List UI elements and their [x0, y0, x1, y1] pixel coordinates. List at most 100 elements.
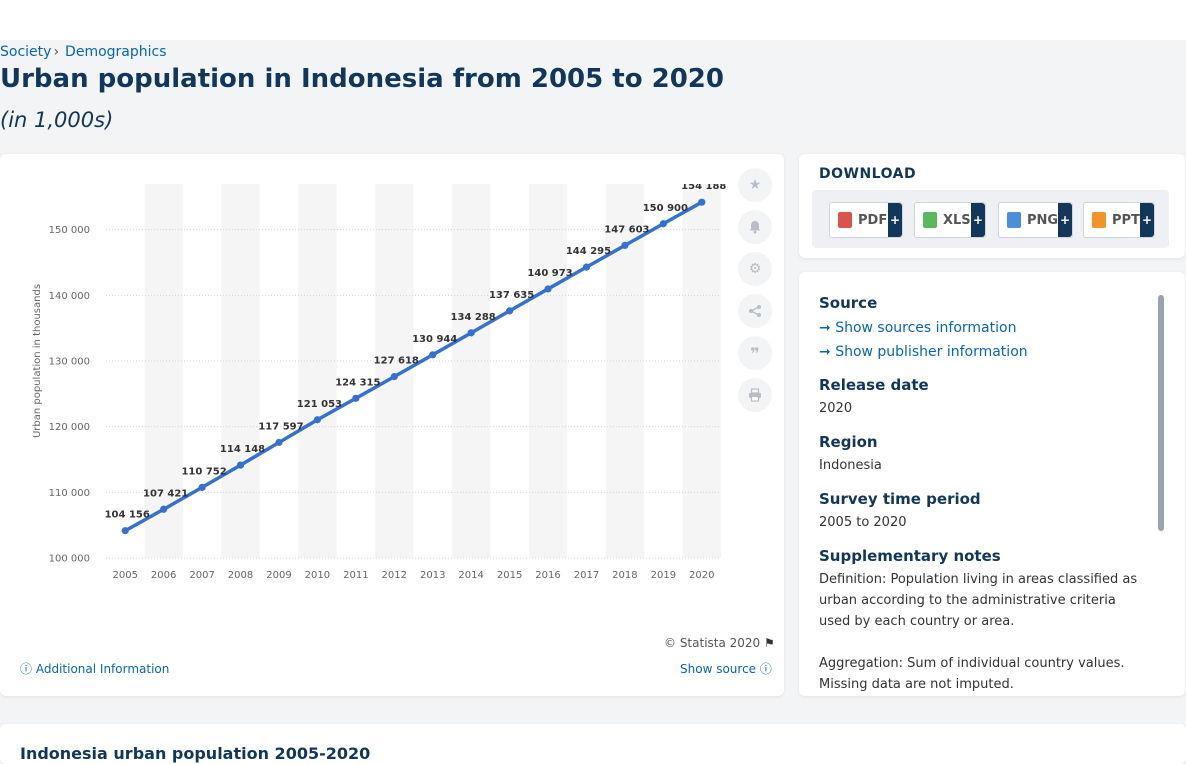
- data-label: 121 053: [297, 399, 342, 410]
- data-point: [121, 527, 129, 535]
- bell-icon[interactable]: [738, 210, 772, 244]
- data-label: 144 295: [566, 246, 611, 257]
- breadcrumb: Society › Demographics: [0, 44, 167, 60]
- column-band: [221, 184, 260, 558]
- show-sources-link[interactable]: ➞ Show sources information: [819, 316, 1144, 340]
- x-tick-label: 2012: [382, 570, 407, 581]
- data-point: [198, 483, 206, 491]
- ppt-file-icon: [1092, 212, 1106, 228]
- chart-card: 100 000 110 000 120 000 130 000 140 000 150 0…: [0, 154, 784, 696]
- y-tick-label: 100 000: [49, 554, 90, 565]
- info-scrollbar[interactable]: [1158, 295, 1164, 531]
- flag-icon[interactable]: ⚑: [764, 636, 775, 650]
- copyright: © Statista 2020 ⚑: [664, 636, 775, 650]
- info-icon: ⓘ: [20, 662, 33, 676]
- data-label: 140 973: [527, 268, 572, 279]
- top-bar: [0, 0, 1186, 40]
- x-tick-label: 2015: [497, 570, 522, 581]
- x-tick-label: 2010: [305, 570, 330, 581]
- data-point: [390, 373, 398, 381]
- data-point: [313, 416, 322, 424]
- data-label: 137 635: [489, 290, 534, 301]
- show-publisher-label: Show publisher information: [835, 344, 1028, 360]
- additional-info-link[interactable]: ⓘ Additional Information: [20, 660, 169, 677]
- x-tick-label: 2008: [228, 570, 253, 581]
- data-point: [160, 505, 168, 513]
- breadcrumb-separator: ›: [53, 44, 60, 60]
- png-file-icon: [1007, 212, 1021, 228]
- data-point: [582, 263, 591, 271]
- data-label: 130 944: [412, 334, 457, 345]
- pdf-plus-icon: +: [888, 203, 902, 237]
- chart-tools: ★ ⚙ ❞: [738, 168, 772, 420]
- x-tick-label: 2011: [343, 570, 368, 581]
- xls-file-icon: [923, 212, 937, 228]
- x-tick-label: 2013: [420, 570, 445, 581]
- x-tick-label: 2019: [651, 570, 676, 581]
- data-point: [621, 241, 629, 250]
- release-date-heading: Release date: [819, 376, 929, 394]
- download-png-button[interactable]: PNG +: [998, 202, 1073, 238]
- pdf-file-icon: [838, 212, 852, 228]
- additional-info-label: Additional Information: [35, 662, 170, 676]
- x-tick-label: 2006: [151, 570, 176, 581]
- notes-aggregation: Aggregation: Sum of individual country v…: [819, 656, 1125, 692]
- gear-icon[interactable]: ⚙: [738, 252, 772, 286]
- column-band: [144, 184, 183, 558]
- region-heading: Region: [819, 433, 878, 451]
- download-png-label: PNG: [1027, 212, 1059, 228]
- x-tick-label: 2016: [535, 570, 560, 581]
- show-source-label: Show source: [680, 662, 757, 676]
- show-source-link[interactable]: Show source ⓘ: [680, 660, 772, 677]
- data-label: 104 156: [105, 510, 150, 521]
- download-xls-button[interactable]: XLS +: [914, 202, 986, 238]
- download-ppt-label: PPT: [1112, 212, 1140, 228]
- share-icon[interactable]: [738, 294, 772, 328]
- survey-period-heading: Survey time period: [819, 490, 981, 508]
- y-tick-label: 150 000: [49, 225, 90, 236]
- download-buttons: PDF + XLS + PNG + PPT +: [812, 190, 1169, 248]
- x-tick-label: 2014: [458, 570, 483, 581]
- column-band: [605, 184, 645, 558]
- print-icon[interactable]: [738, 378, 772, 412]
- y-tick-label: 110 000: [49, 488, 90, 499]
- data-label: 107 421: [143, 488, 188, 499]
- info-icon: ⓘ: [759, 662, 772, 676]
- data-point: [352, 394, 360, 402]
- y-tick-label: 130 000: [49, 357, 90, 368]
- data-label: 124 315: [335, 377, 380, 388]
- bottom-card: Indonesia urban population 2005-2020: [0, 724, 1186, 764]
- xls-plus-icon: +: [971, 203, 985, 237]
- page-title: Urban population in Indonesia from 2005 …: [0, 64, 724, 94]
- data-point: [467, 329, 475, 337]
- download-pdf-button[interactable]: PDF +: [829, 202, 903, 238]
- data-label: 110 752: [181, 466, 226, 477]
- region-value: Indonesia: [819, 458, 882, 473]
- y-tick-label: 140 000: [49, 291, 90, 302]
- breadcrumb-demographics[interactable]: Demographics: [65, 44, 167, 60]
- ppt-plus-icon: +: [1140, 203, 1154, 237]
- download-ppt-button[interactable]: PPT +: [1083, 202, 1155, 238]
- x-tick-label: 2017: [574, 570, 599, 581]
- source-heading: Source: [819, 294, 878, 312]
- column-band: [298, 184, 337, 558]
- data-point: [659, 220, 667, 228]
- info-card: Source ➞ Show sources information ➞ Show…: [799, 272, 1185, 696]
- data-point: [505, 307, 514, 315]
- page-unit: (in 1,000s): [0, 108, 114, 132]
- star-icon[interactable]: ★: [738, 168, 772, 202]
- bottom-title: Indonesia urban population 2005-2020: [20, 744, 371, 763]
- data-label: 114 148: [220, 444, 265, 455]
- data-label: 134 288: [451, 312, 496, 323]
- copyright-text: © Statista 2020: [664, 636, 761, 650]
- png-plus-icon: +: [1058, 203, 1072, 237]
- show-publisher-link[interactable]: ➞ Show publisher information: [819, 340, 1144, 364]
- breadcrumb-society[interactable]: Society: [0, 44, 52, 60]
- data-label: 154 188: [681, 184, 726, 192]
- y-axis-label: Urban population in thousands: [32, 284, 43, 438]
- data-point: [275, 438, 283, 447]
- survey-period-value: 2005 to 2020: [819, 515, 907, 530]
- download-card: DOWNLOAD PDF + XLS + PNG + PPT +: [799, 154, 1185, 258]
- quote-icon[interactable]: ❞: [738, 336, 772, 370]
- release-date-value: 2020: [819, 401, 853, 416]
